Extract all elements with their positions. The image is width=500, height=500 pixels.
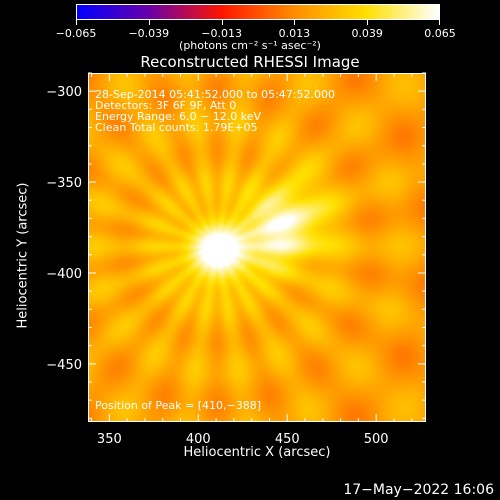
colorbar-tick-label: 0.013 xyxy=(278,27,311,40)
y-tick-label: −400 xyxy=(46,267,82,282)
colorbar-tick xyxy=(294,20,296,25)
energy-range-annotation: Energy Range: 6.0 − 12.0 keV xyxy=(95,110,262,123)
y-tick-label: −450 xyxy=(46,358,82,373)
colorbar-tick-label: −0.039 xyxy=(128,27,170,40)
time-range-annotation: 28-Sep-2014 05:41:52.000 to 05:47:52.000 xyxy=(95,88,335,101)
colorbar-tick-label: 0.039 xyxy=(351,27,383,40)
y-tick-label: −350 xyxy=(46,176,82,191)
y-axis-label: Heliocentric Y (arcsec) xyxy=(15,182,31,329)
colorbar-tick xyxy=(221,20,223,25)
plot-area: 28-Sep-2014 05:41:52.000 to 05:47:52.000… xyxy=(88,73,426,422)
heatmap-image xyxy=(89,74,425,421)
colorbar-gradient xyxy=(77,5,439,19)
colorbar-tick xyxy=(76,20,77,25)
colorbar-tick xyxy=(367,20,369,25)
colorbar-tick-label: −0.065 xyxy=(55,27,97,40)
chart-title: Reconstructed RHESSI Image xyxy=(140,53,360,71)
colorbar-tick xyxy=(439,20,440,25)
peak-position-annotation: Position of Peak = [410,−388] xyxy=(95,399,262,412)
y-tick-label: −300 xyxy=(46,85,82,100)
colorbar-tick xyxy=(148,20,150,25)
colorbar-units-label: (photons cm⁻² s⁻¹ asec⁻²) xyxy=(179,39,321,52)
detectors-annotation: Detectors: 3F 6F 9F, Att 0 xyxy=(95,99,237,112)
clean-counts-annotation: Clean Total counts: 1.79E+05 xyxy=(95,121,258,134)
colorbar xyxy=(76,4,440,20)
timestamp: 17−May−2022 16:06 xyxy=(343,482,494,498)
x-axis-label: Heliocentric X (arcsec) xyxy=(183,445,331,460)
colorbar-tick-label: 0.065 xyxy=(424,27,456,40)
colorbar-tick-label: −0.013 xyxy=(201,27,242,40)
